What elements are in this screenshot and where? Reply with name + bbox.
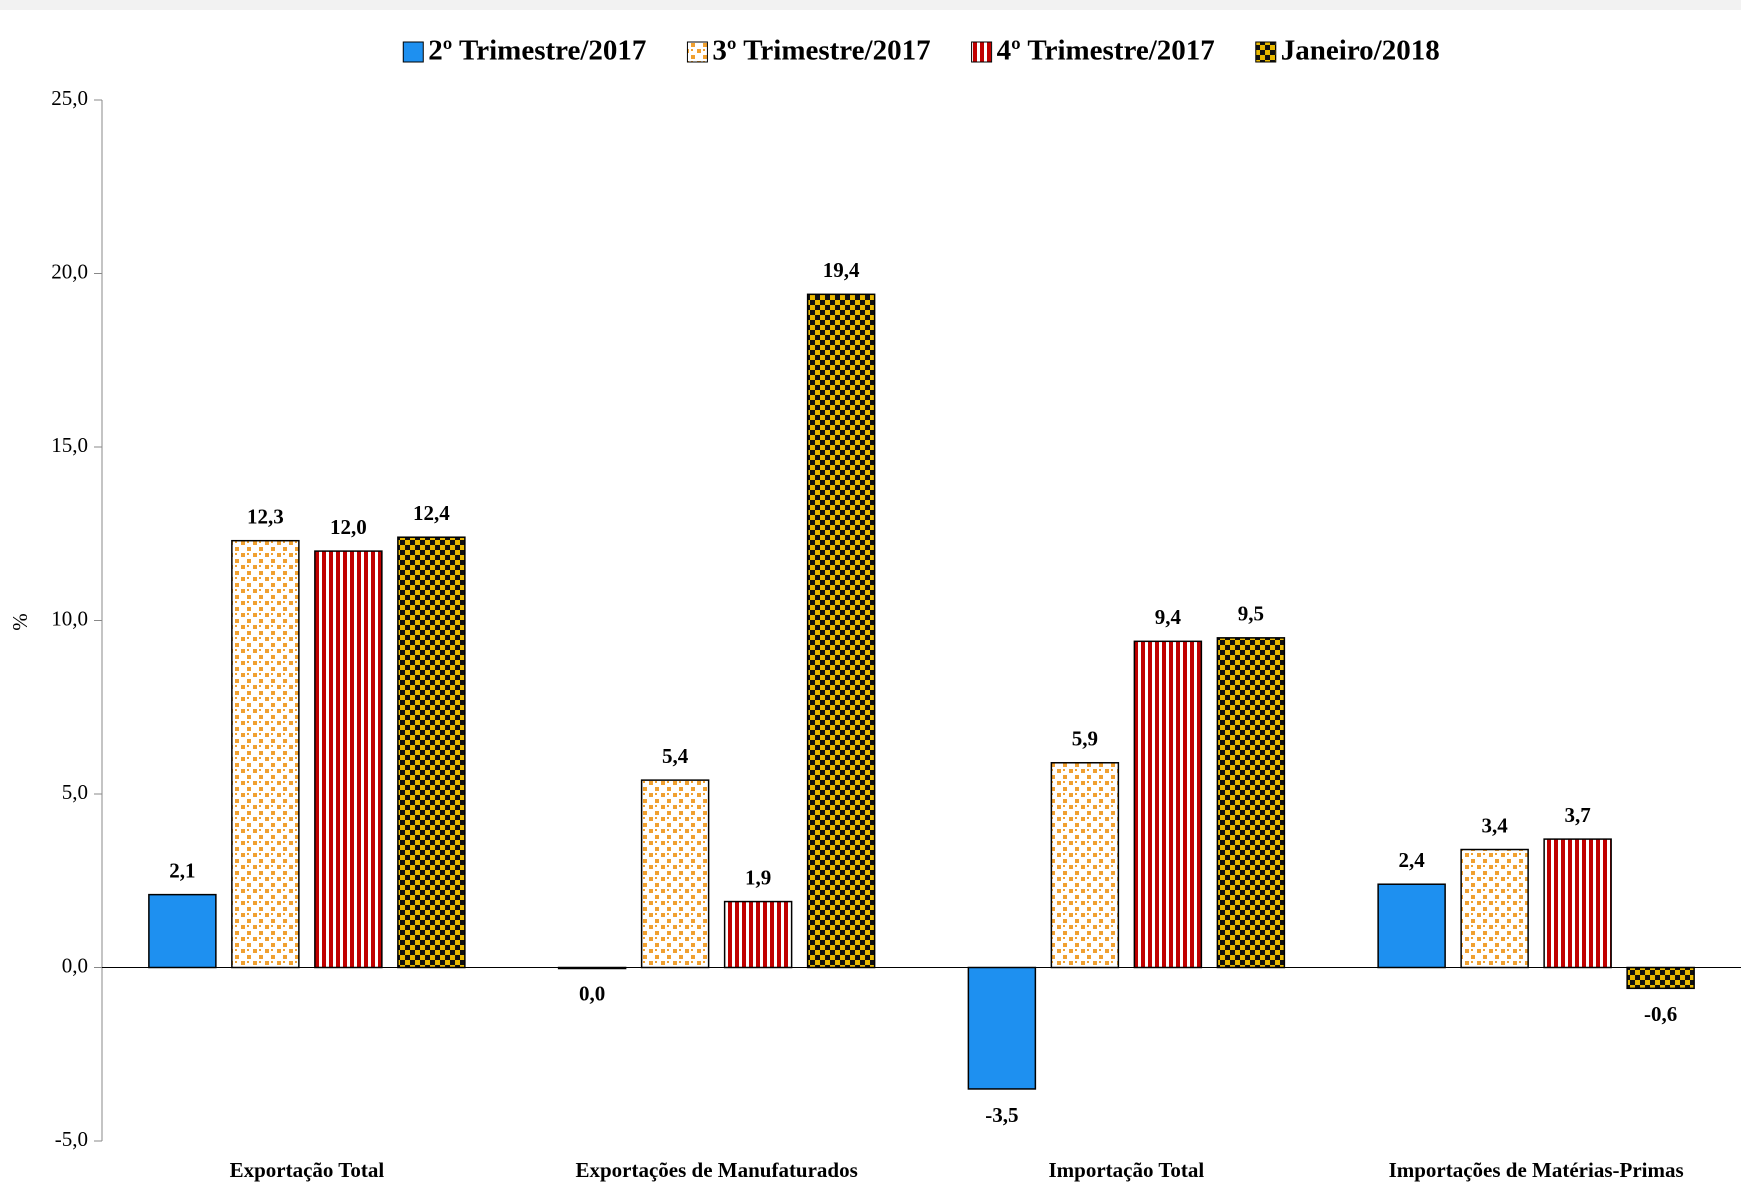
bar [1050,762,1120,969]
bar [148,893,217,969]
top-strip [0,0,1741,10]
x-tick-label: Exportação Total [230,1158,385,1182]
bar [1133,640,1203,969]
bar [1377,883,1446,969]
legend-swatch [1255,41,1277,63]
data-label: 1,9 [745,865,771,889]
bar [557,966,627,970]
legend-swatch [971,41,993,63]
x-tick-label: Importação Total [1048,1158,1204,1182]
data-label: 9,4 [1155,605,1182,629]
y-axis-label: % [8,613,32,631]
bar [1216,637,1286,969]
data-label: 3,4 [1482,813,1509,837]
bar [1460,848,1529,969]
bar [967,966,1037,1090]
y-tick-label: 10,0 [51,606,88,630]
bar [397,536,466,969]
y-tick-label: 5,0 [62,780,88,804]
data-label: 2,1 [169,858,195,882]
data-label: 12,4 [413,501,450,525]
data-label: 5,9 [1072,727,1098,751]
bar [1543,838,1612,969]
data-label: -3,5 [985,1103,1018,1127]
data-label: 12,0 [330,515,367,539]
bar [640,779,710,969]
legend-label: Janeiro/2018 [1281,35,1440,67]
bar [806,293,876,969]
bar [314,550,383,969]
data-label: 2,4 [1399,848,1426,872]
y-tick-label: 25,0 [51,86,88,110]
y-tick-label: 15,0 [51,433,88,457]
bar [231,539,300,969]
bar [723,900,793,969]
y-tick-label: 20,0 [51,259,88,283]
data-label: 3,7 [1565,803,1591,827]
x-tick-label: Exportações de Manufaturados [575,1158,857,1182]
bar [1626,966,1695,990]
legend-swatch [686,41,708,63]
data-label: 12,3 [247,505,284,529]
legend-swatch [402,41,424,63]
y-tick-label: 0,0 [62,953,88,977]
data-label: 5,4 [662,744,689,768]
data-label: -0,6 [1644,1002,1677,1026]
y-tick-label: -5,0 [55,1127,88,1151]
legend-label: 3º Trimestre/2017 [712,35,930,67]
data-label: 0,0 [579,981,605,1005]
data-label: 9,5 [1238,602,1264,626]
legend-label: 4º Trimestre/2017 [997,35,1215,67]
data-label: 19,4 [823,258,860,282]
x-tick-label: Importações de Matérias-Primas [1389,1158,1684,1182]
legend-label: 2º Trimestre/2017 [428,35,646,67]
